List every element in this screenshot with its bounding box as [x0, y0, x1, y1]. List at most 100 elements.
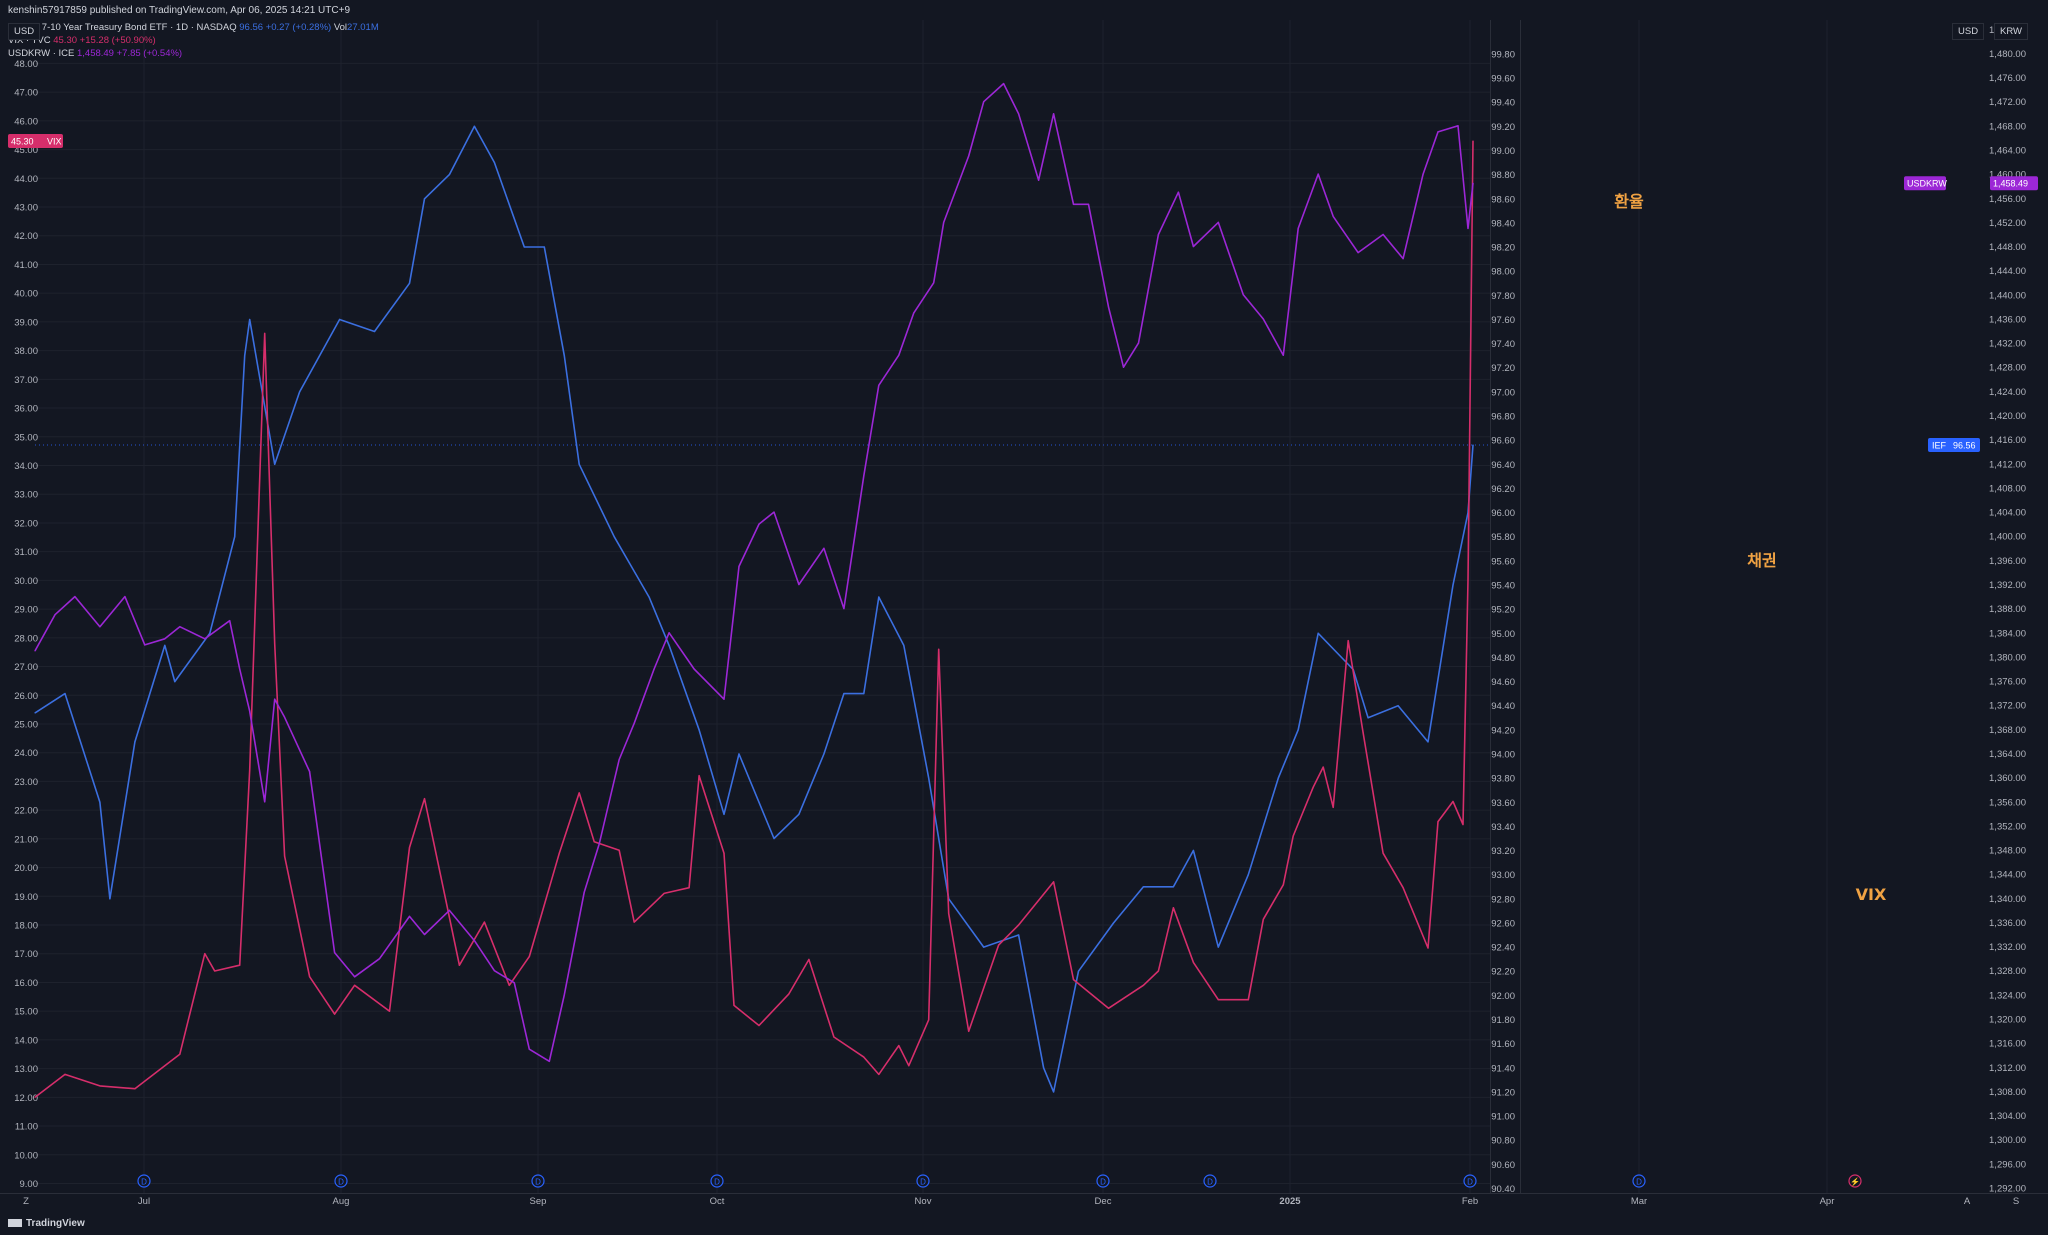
y-tick-label-ief: 96.60 — [1491, 436, 1515, 447]
data-point-usdkrw — [99, 626, 101, 628]
data-point-ief — [903, 644, 905, 647]
y-tick-label-vix: 14.00 — [14, 1035, 38, 1046]
data-point-vix — [1192, 961, 1194, 964]
y-tick-label-vix: 27.00 — [14, 662, 38, 673]
data-point-usdkrw — [1332, 215, 1334, 217]
data-point-vix — [1053, 881, 1055, 883]
data-point-vix — [908, 1065, 910, 1067]
data-point-ief — [1172, 886, 1174, 888]
data-point-usdkrw — [1282, 354, 1284, 356]
data-point-vix — [1382, 852, 1384, 854]
y-tick-label-krw: 1,360.00 — [1989, 773, 2026, 784]
price-badges: 45.30 VIX IEF 96.56 USDKRW 1,458.49 — [8, 133, 2038, 452]
y-tick-label-vix: 30.00 — [14, 576, 38, 587]
data-point-vix — [408, 846, 411, 849]
y-tick-label-krw: 1,296.00 — [1989, 1159, 2026, 1170]
y-tick-label-vix: 20.00 — [14, 863, 38, 874]
y-tick-label-ief: 99.80 — [1491, 49, 1515, 60]
data-point-vix — [863, 1056, 865, 1058]
dividend-marker-label: D — [920, 1178, 926, 1187]
y-tick-label-ief: 99.40 — [1491, 98, 1515, 109]
data-point-usdkrw — [898, 354, 900, 356]
chart-canvas[interactable]: 9.00 10.00 11.00 12.00 13.00 14.00 15.00 16.00 1… — [0, 20, 2048, 1213]
data-point-usdkrw — [124, 596, 126, 598]
data-point-ief — [109, 898, 111, 900]
data-point-vix — [458, 964, 460, 966]
y-tick-label-vix: 39.00 — [14, 317, 38, 328]
y-tick-label-krw: 1,476.00 — [1989, 73, 2026, 84]
y-tick-label-ief: 94.00 — [1491, 749, 1515, 760]
data-point-ief — [843, 693, 845, 695]
data-point-usdkrw — [34, 650, 36, 652]
data-point-vix — [179, 1053, 181, 1055]
data-point-ief — [1297, 729, 1299, 731]
legend-vix-value: 45.30 — [53, 34, 78, 46]
y-tick-label-ief: 99.60 — [1491, 74, 1515, 85]
data-point-usdkrw — [1317, 173, 1319, 175]
data-point-usdkrw — [723, 698, 725, 700]
legend-vix[interactable]: VIX · TVC 45.30 +15.28 (+50.90%) — [8, 35, 379, 48]
data-point-vix — [483, 921, 485, 923]
y-tick-label-krw: 1,388.00 — [1989, 604, 2026, 615]
y-tick-label-krw: 1,464.00 — [1989, 145, 2026, 156]
footer-bar: TradingView — [0, 1213, 2048, 1235]
y-tick-label-krw: 1,416.00 — [1989, 435, 2026, 446]
y-tick-label-ief: 91.20 — [1491, 1087, 1515, 1098]
data-point-ief — [1472, 444, 1474, 446]
data-point-ief — [723, 813, 725, 815]
y-tick-label-vix: 25.00 — [14, 719, 38, 730]
data-point-usdkrw — [473, 940, 475, 942]
left-unit-chip[interactable]: USD — [8, 23, 41, 40]
dividend-marker — [334, 1174, 348, 1188]
y-tick-label-ief: 95.80 — [1491, 532, 1515, 543]
y-tick-label-ief: 93.80 — [1491, 774, 1515, 785]
data-point-ief — [1277, 777, 1279, 779]
data-point-vix — [309, 976, 311, 978]
data-point-vix — [558, 852, 560, 854]
y-tick-label-vix: 10.00 — [14, 1150, 38, 1161]
data-point-vix — [1467, 579, 1469, 582]
badge-usdkrw-label: USDKRW — [1907, 179, 1947, 189]
x-tick-label: Oct — [710, 1196, 725, 1207]
y-tick-label-ief: 91.80 — [1491, 1015, 1515, 1026]
annotation-fx: 환율 — [1614, 192, 1644, 211]
legend-ief-value: 96.56 — [239, 22, 264, 33]
data-point-vix — [1322, 766, 1324, 768]
data-point-usdkrw — [229, 620, 231, 622]
tradingview-logo[interactable]: TradingView — [8, 1218, 85, 1229]
data-point-vix — [99, 1085, 101, 1087]
legend-usdkrw[interactable]: USDKRW · ICE 1,458.49 +7.85 (+0.54%) — [8, 48, 379, 61]
y-tick-label-vix: 32.00 — [14, 518, 38, 529]
data-point-usdkrw — [563, 994, 565, 996]
data-point-usdkrw — [1357, 252, 1359, 254]
y-tick-label-ief: 97.20 — [1491, 363, 1515, 374]
y-tick-label-ief: 98.40 — [1491, 218, 1515, 229]
data-point-ief — [878, 596, 880, 598]
y-tick-label-ief: 93.60 — [1491, 798, 1515, 809]
y-tick-label-ief: 94.60 — [1491, 677, 1515, 688]
right-unit-chip-krw[interactable]: KRW — [1994, 23, 2028, 40]
y-tick-label-krw: 1,412.00 — [1989, 459, 2026, 470]
legend: Ishares 7-10 Year Treasury Bond ETF · 1D… — [8, 22, 379, 60]
legend-ief[interactable]: Ishares 7-10 Year Treasury Bond ETF · 1D… — [8, 22, 379, 35]
data-point-vix — [1018, 924, 1020, 926]
data-point-vix — [1282, 884, 1284, 886]
right-unit-chip-usd[interactable]: USD — [1952, 23, 1985, 40]
y-tick-label-krw: 1,340.00 — [1989, 894, 2026, 905]
y-tick-label-vix: 48.00 — [14, 59, 38, 70]
data-point-ief — [408, 282, 411, 284]
y-tick-label-ief: 97.40 — [1491, 339, 1515, 350]
data-point-usdkrw — [983, 101, 985, 103]
data-point-ief — [164, 644, 166, 647]
data-point-ief — [34, 712, 36, 714]
data-point-vix — [1217, 999, 1219, 1001]
y-tick-label-vix: 11.00 — [15, 1122, 38, 1133]
data-point-usdkrw — [1297, 227, 1299, 229]
data-point-usdkrw — [264, 801, 266, 803]
data-point-vix — [164, 1065, 166, 1067]
series-group — [34, 82, 1490, 1098]
scale-toggle: A — [1964, 1196, 1971, 1207]
y-tick-label-ief: 97.00 — [1491, 387, 1515, 398]
data-point-usdkrw — [378, 958, 381, 960]
y-tick-label-vix: 13.00 — [14, 1064, 38, 1075]
